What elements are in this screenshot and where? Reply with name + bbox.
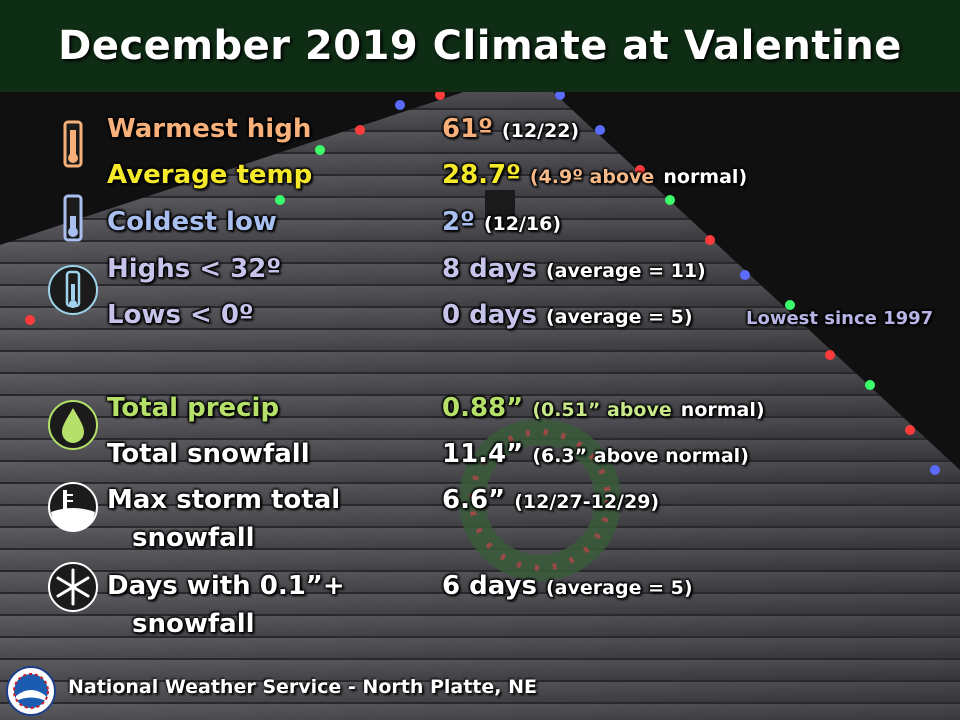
days-snowfall-label-line2: snowfall xyxy=(132,609,255,639)
snowflake-icon xyxy=(48,562,98,612)
thermometer-warm-icon xyxy=(63,120,83,168)
highs-below-32-label: Highs < 32º xyxy=(107,254,282,284)
title-bar: December 2019 Climate at Valentine xyxy=(0,0,960,92)
highs-below-32-value: 8 days (average = 11) xyxy=(442,254,706,284)
max-storm-label: Max storm total xyxy=(107,485,341,515)
thermometer-cold-icon xyxy=(63,194,83,242)
coldest-low-label: Coldest low xyxy=(107,207,277,237)
thermometer-ice-icon xyxy=(48,265,98,315)
days-snowfall-value: 6 days (average = 5) xyxy=(442,571,693,601)
raindrop-icon xyxy=(48,400,98,450)
lows-below-0-label: Lows < 0º xyxy=(107,300,254,330)
warmest-high-label: Warmest high xyxy=(107,114,312,144)
warmest-high-value: 61º (12/22) xyxy=(442,114,580,144)
days-snowfall-label: Days with 0.1”+ xyxy=(107,571,345,601)
total-precip-value: 0.88” (0.51” above normal) xyxy=(442,393,765,423)
max-storm-value: 6.6” (12/27-12/29) xyxy=(442,485,660,515)
total-snowfall-label: Total snowfall xyxy=(107,439,310,469)
snow-depth-icon xyxy=(48,482,98,532)
noaa-nws-logo-icon xyxy=(6,666,56,716)
lowest-since-note: Lowest since 1997 xyxy=(746,308,934,329)
total-precip-label: Total precip xyxy=(107,393,280,423)
footer-text: National Weather Service - North Platte,… xyxy=(68,676,537,698)
coldest-low-value: 2º (12/16) xyxy=(442,207,562,237)
page-title: December 2019 Climate at Valentine xyxy=(58,23,902,69)
average-temp-value: 28.7º (4.9º above normal) xyxy=(442,160,748,190)
average-temp-label: Average temp xyxy=(107,160,313,190)
max-storm-label-line2: snowfall xyxy=(132,523,255,553)
lows-below-0-value: 0 days (average = 5) xyxy=(442,300,693,330)
total-snowfall-value: 11.4” (6.3” above normal) xyxy=(442,439,749,469)
